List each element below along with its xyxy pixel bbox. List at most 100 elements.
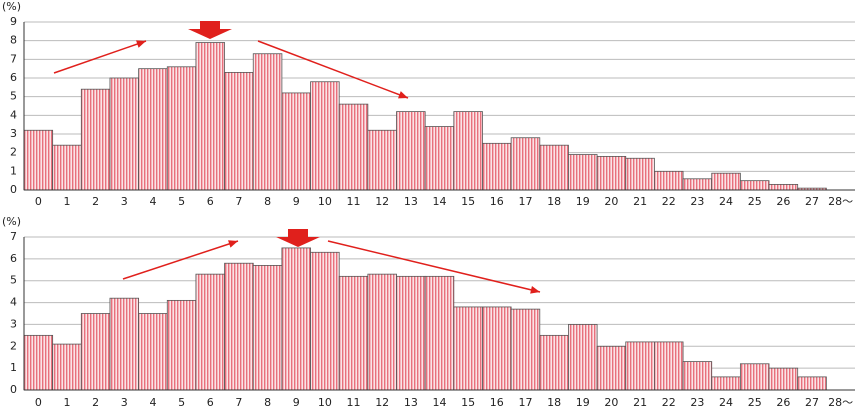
bar xyxy=(453,306,483,391)
x-tick-label: 24 xyxy=(719,396,733,409)
bar xyxy=(252,53,283,191)
x-tick-label: 22 xyxy=(662,396,676,409)
x-tick-label: 28～ xyxy=(828,195,853,208)
x-tick-label: 21 xyxy=(633,195,647,208)
bar xyxy=(109,297,140,391)
x-tick-label: 9 xyxy=(293,396,300,409)
y-axis-label: (%) xyxy=(2,215,21,228)
x-tick-label: 15 xyxy=(461,195,475,208)
x-tick-label: 2 xyxy=(92,396,99,409)
x-tick-label: 24 xyxy=(719,195,733,208)
y-tick-label: 4 xyxy=(10,296,17,309)
x-tick-label: 7 xyxy=(235,396,242,409)
annotation-arrow xyxy=(530,286,540,294)
bar xyxy=(195,42,225,191)
y-tick-label: 8 xyxy=(10,34,17,47)
x-tick-label: 20 xyxy=(604,195,618,208)
bar xyxy=(797,376,827,391)
x-tick-label: 4 xyxy=(149,396,156,409)
y-tick-label: 1 xyxy=(10,361,17,374)
x-tick-label: 16 xyxy=(490,195,504,208)
annotation-arrow xyxy=(276,229,320,247)
bar xyxy=(367,273,397,391)
x-tick-label: 13 xyxy=(404,396,418,409)
bar xyxy=(768,183,799,191)
bar xyxy=(281,92,311,191)
bar xyxy=(453,111,483,191)
x-tick-label: 3 xyxy=(121,195,128,208)
x-tick-label: 20 xyxy=(604,396,618,409)
x-tick-label: 0 xyxy=(35,396,42,409)
x-tick-label: 1 xyxy=(63,195,70,208)
bar xyxy=(510,137,541,191)
bar xyxy=(224,262,254,391)
bar xyxy=(482,306,512,391)
bar xyxy=(367,129,397,191)
annotations xyxy=(53,21,541,294)
x-tick-label: 3 xyxy=(121,396,128,409)
bar xyxy=(195,273,225,391)
x-tick-label: 8 xyxy=(264,396,271,409)
bar xyxy=(711,172,741,191)
bar xyxy=(424,126,455,191)
x-tick-label: 7 xyxy=(235,195,242,208)
x-tick-label: 4 xyxy=(149,195,156,208)
x-tick-label: 19 xyxy=(576,396,590,409)
x-tick-label: 8 xyxy=(264,195,271,208)
annotation-arrow xyxy=(136,40,146,48)
x-tick-label: 15 xyxy=(461,396,475,409)
x-tick-label: 11 xyxy=(347,195,361,208)
y-tick-label: 0 xyxy=(10,183,17,196)
bar xyxy=(682,178,713,191)
annotation-arrow xyxy=(122,240,239,280)
x-tick-label: 12 xyxy=(375,195,389,208)
bar xyxy=(109,77,140,191)
x-tick-label: 14 xyxy=(433,396,447,409)
x-tick-label: 23 xyxy=(690,396,704,409)
bar xyxy=(338,103,369,191)
bar xyxy=(654,170,684,191)
x-tick-label: 28～ xyxy=(828,396,853,409)
y-tick-label: 6 xyxy=(10,252,17,265)
y-tick-label: 3 xyxy=(10,317,17,330)
bar xyxy=(396,275,426,391)
x-tick-label: 14 xyxy=(433,195,447,208)
x-tick-label: 18 xyxy=(547,195,561,208)
x-tick-label: 27 xyxy=(805,396,819,409)
x-tick-label: 17 xyxy=(518,195,532,208)
bar xyxy=(711,376,741,391)
annotation-arrow xyxy=(257,40,409,99)
annotation-arrow xyxy=(398,91,408,99)
x-tick-label: 5 xyxy=(178,195,185,208)
bar xyxy=(252,265,283,391)
x-tick-label: 16 xyxy=(490,396,504,409)
bar xyxy=(310,81,340,191)
x-tick-label: 11 xyxy=(347,396,361,409)
x-tick-label: 27 xyxy=(805,195,819,208)
y-axis-label: (%) xyxy=(2,0,21,13)
bar xyxy=(768,367,799,391)
bar xyxy=(539,334,569,391)
y-tick-label: 4 xyxy=(10,108,17,121)
x-tick-label: 12 xyxy=(375,396,389,409)
bar xyxy=(138,313,168,391)
y-tick-label: 5 xyxy=(10,274,17,287)
x-tick-label: 6 xyxy=(207,195,214,208)
x-tick-label: 26 xyxy=(776,396,790,409)
bar xyxy=(224,72,254,191)
y-tick-label: 5 xyxy=(10,90,17,103)
y-tick-label: 2 xyxy=(10,146,17,159)
x-tick-label: 6 xyxy=(207,396,214,409)
x-tick-label: 25 xyxy=(748,396,762,409)
y-tick-label: 7 xyxy=(10,52,17,65)
x-tick-label: 0 xyxy=(35,195,42,208)
y-tick-label: 7 xyxy=(10,230,17,243)
x-tick-label: 1 xyxy=(63,396,70,409)
y-tick-label: 9 xyxy=(10,15,17,28)
y-tick-label: 6 xyxy=(10,71,17,84)
bar xyxy=(568,154,598,191)
bar xyxy=(166,66,197,191)
x-tick-label: 26 xyxy=(776,195,790,208)
annotation-arrow xyxy=(188,21,232,39)
